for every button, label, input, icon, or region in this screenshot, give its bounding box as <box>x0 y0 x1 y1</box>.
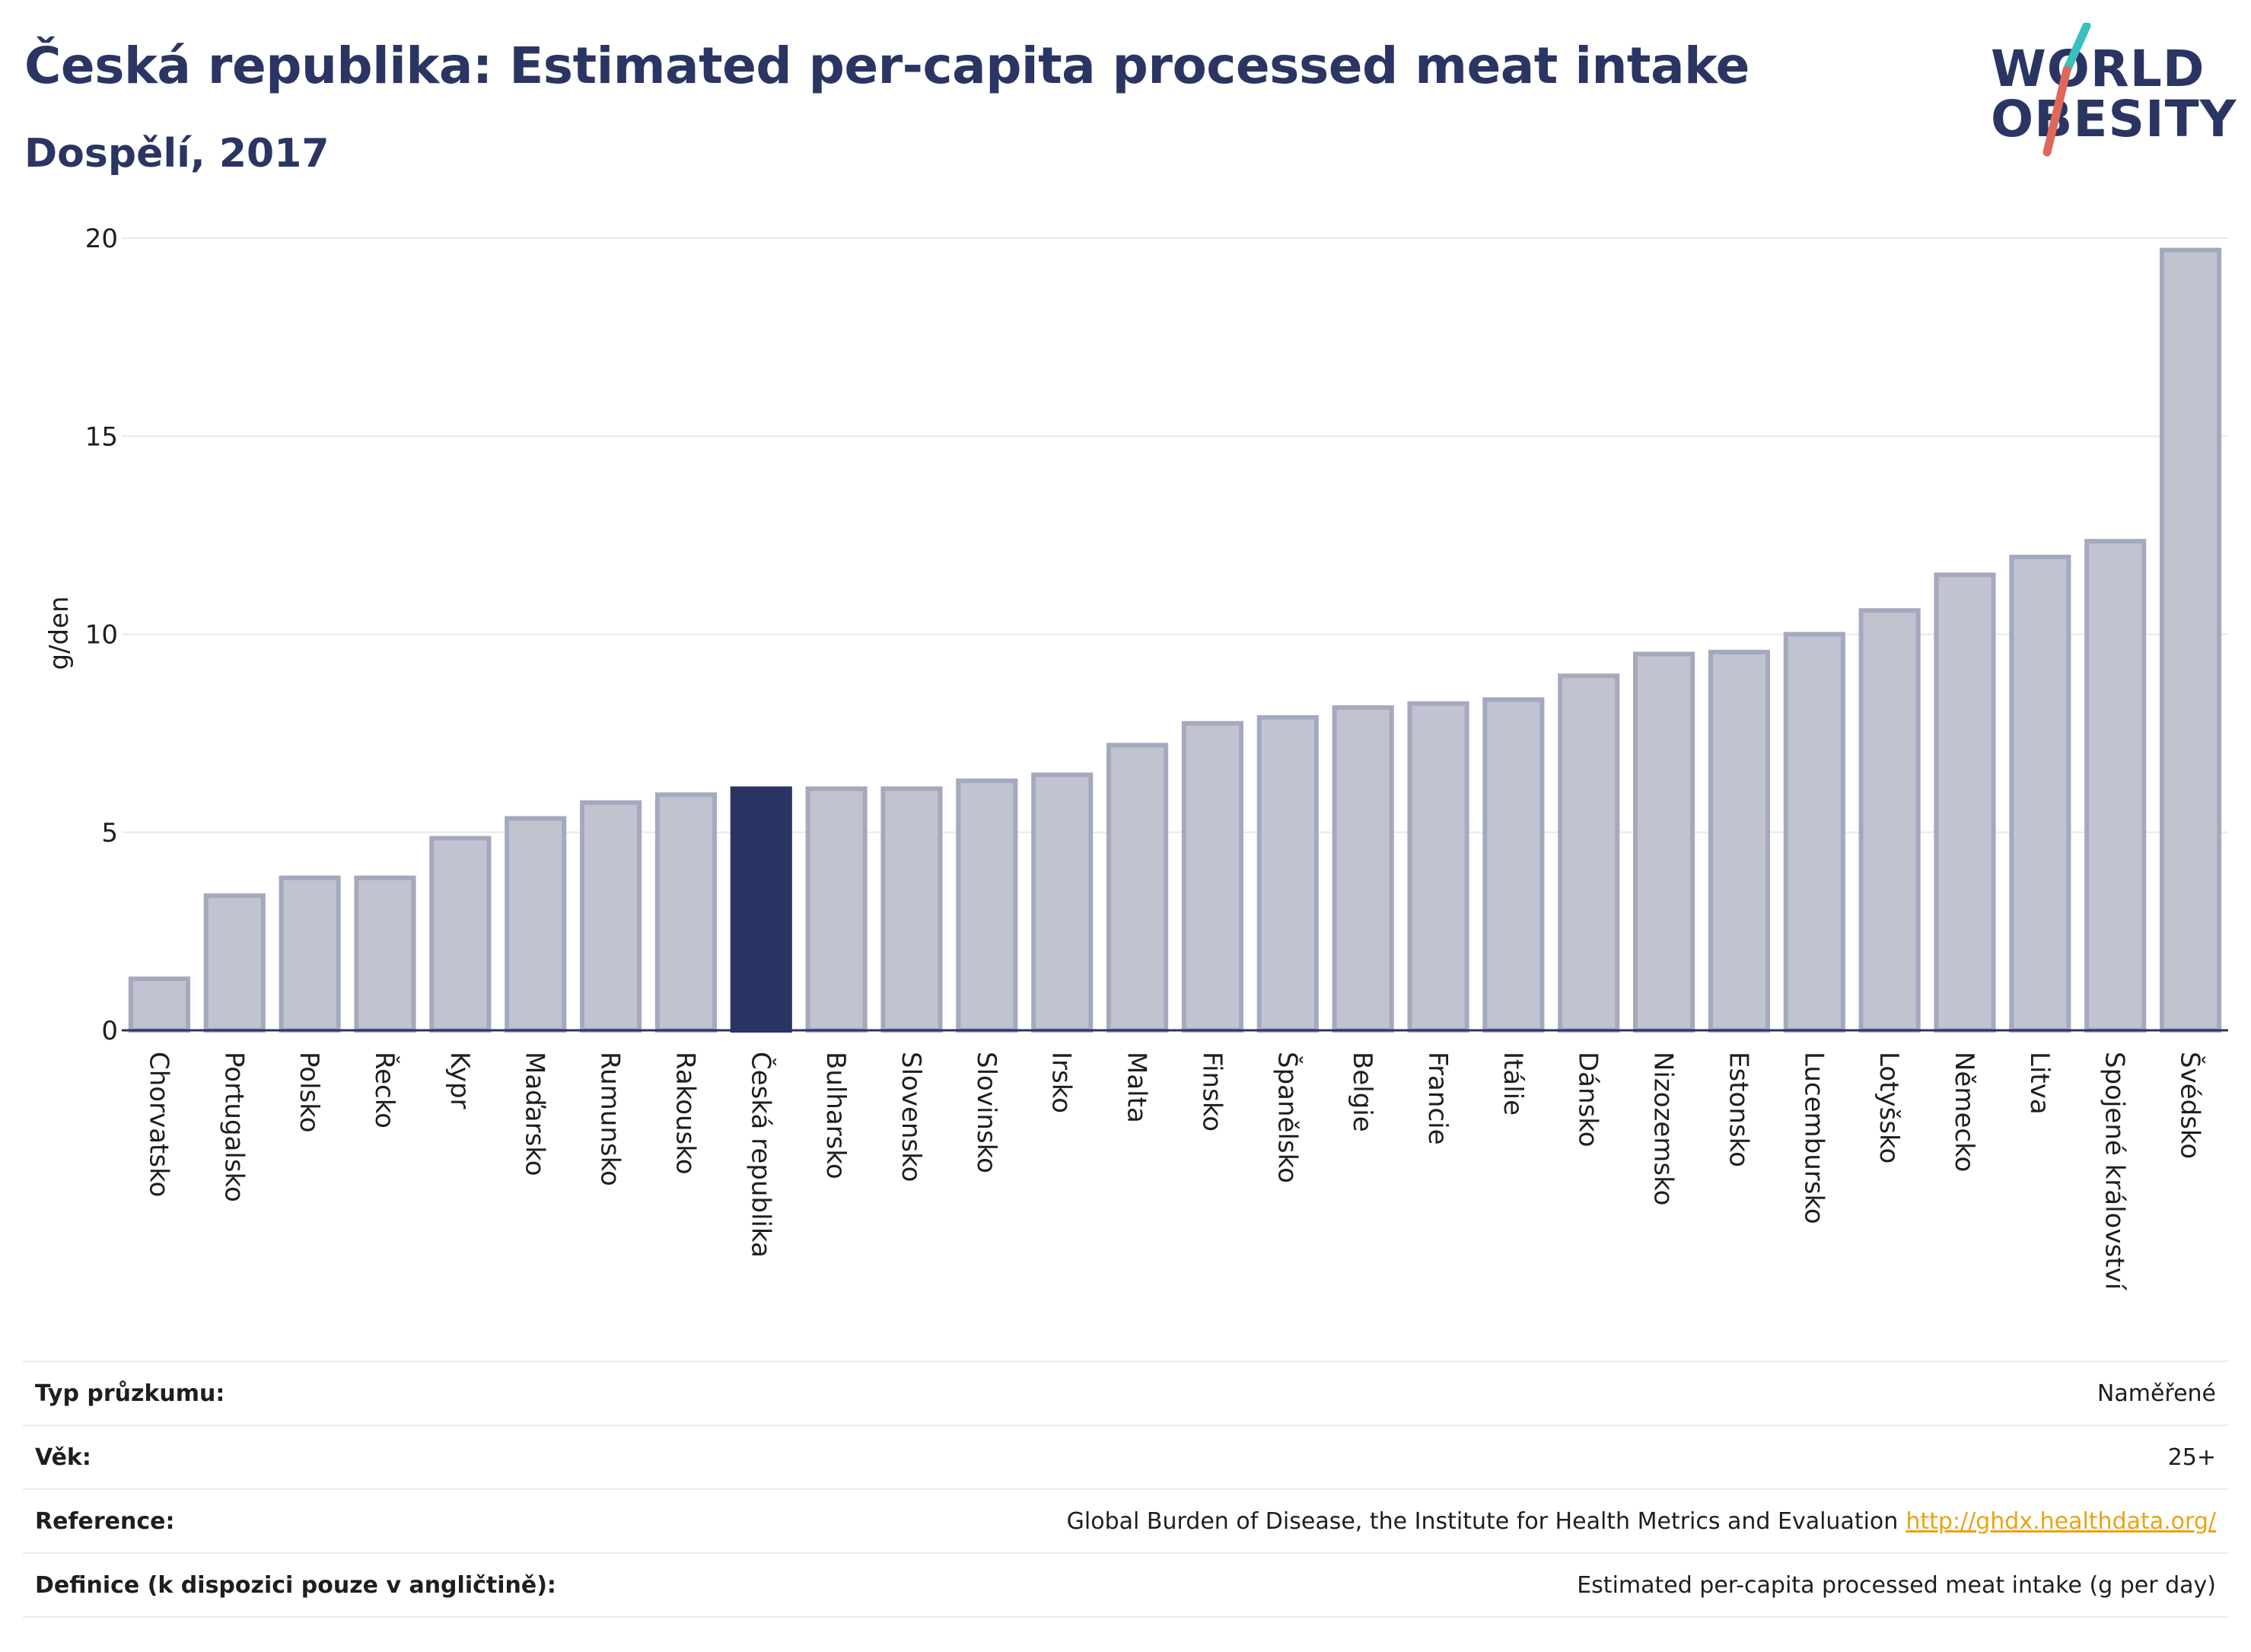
bar <box>1934 572 1996 1033</box>
x-tick-label: Lotyšsko <box>1874 1052 1904 1163</box>
x-tick-label: Spojené království <box>2100 1052 2130 1291</box>
page-subtitle: Dospělí, 2017 <box>24 131 330 177</box>
bar <box>2009 555 2071 1033</box>
bar <box>956 778 1018 1033</box>
bar <box>1708 649 1770 1033</box>
bar <box>1106 743 1169 1033</box>
bar <box>203 893 266 1033</box>
bar <box>505 816 567 1033</box>
bar-highlighted <box>730 786 792 1033</box>
info-row-age: Věk: 25+ <box>23 1424 2228 1488</box>
bar <box>128 976 190 1033</box>
info-key: Věk: <box>35 1444 91 1471</box>
bar <box>1482 697 1545 1033</box>
x-tick-label: Španělsko <box>1272 1052 1303 1183</box>
info-value: Global Burden of Disease, the Institute … <box>1067 1508 2228 1535</box>
x-tick-label: Malta <box>1122 1052 1152 1123</box>
info-value: Estimated per-capita processed meat inta… <box>1577 1571 2216 1599</box>
x-tick-label: Dánsko <box>1573 1052 1603 1147</box>
x-tick-label: Kypr <box>444 1052 475 1109</box>
x-tick-label: Rakousko <box>670 1052 700 1175</box>
bar <box>1783 632 1845 1033</box>
info-row-survey-type: Typ průzkumu: Naměřené <box>23 1361 2228 1424</box>
x-tick-label: Česká republika <box>745 1052 776 1258</box>
x-tick-label: Finsko <box>1196 1052 1227 1132</box>
info-value: Naměřené <box>2097 1380 2216 1407</box>
x-tick-label: Maďarsko <box>520 1052 550 1176</box>
x-tick-label: Německo <box>1949 1052 1979 1172</box>
x-tick-label: Rumunsko <box>595 1052 626 1186</box>
info-key: Typ průzkumu: <box>35 1380 225 1407</box>
x-tick-label: Slovensko <box>896 1052 926 1182</box>
world-obesity-logo[interactable]: WORLD OBESITY <box>1979 23 2236 160</box>
x-tick-label: Švédsko <box>2175 1052 2206 1159</box>
info-table: Typ průzkumu: Naměřené Věk: 25+ Referenc… <box>23 1361 2228 1618</box>
bar <box>1031 772 1094 1033</box>
x-tick-label: Litva <box>2024 1052 2055 1115</box>
y-tick-label: 15 <box>85 422 118 452</box>
x-tick-label: Nizozemsko <box>1648 1052 1679 1205</box>
bar <box>1181 721 1243 1033</box>
page-title: Česká republika: Estimated per-capita pr… <box>24 37 1750 95</box>
x-tick-label: Chorvatsko <box>143 1052 174 1197</box>
y-tick-label: 20 <box>85 224 118 254</box>
bar <box>1558 673 1620 1033</box>
info-value: 25+ <box>2167 1444 2216 1471</box>
bar <box>2160 247 2222 1033</box>
info-row-reference: Reference: Global Burden of Disease, the… <box>23 1488 2228 1552</box>
y-tick-label: 5 <box>101 818 118 848</box>
reference-text: Global Burden of Disease, the Institute … <box>1066 1507 1899 1535</box>
bar <box>1858 608 1921 1033</box>
info-key: Reference: <box>35 1507 175 1535</box>
bar <box>880 786 943 1033</box>
y-tick-label: 0 <box>101 1016 118 1046</box>
logo-slash-icon <box>2042 23 2091 157</box>
x-tick-label: Estonsko <box>1723 1052 1753 1167</box>
bar <box>1407 701 1469 1033</box>
x-tick-label: Irsko <box>1046 1052 1077 1113</box>
info-row-definition: Definice (k dispozici pouze v angličtině… <box>23 1552 2228 1618</box>
x-tick-label: Itálie <box>1498 1052 1528 1116</box>
bar <box>279 875 341 1033</box>
bar <box>805 786 868 1033</box>
reference-link[interactable]: http://ghdx.healthdata.org/ <box>1906 1507 2216 1535</box>
bar <box>429 836 492 1033</box>
x-tick-label: Bulharsko <box>820 1052 851 1179</box>
y-tick-label: 10 <box>85 620 118 651</box>
bar <box>1332 705 1394 1033</box>
x-tick-label: Polsko <box>294 1052 324 1133</box>
bar <box>654 792 717 1033</box>
bar-chart: 0 5 10 15 20 Chorvatsko Portugalsko Polsko Řecko… <box>85 224 2228 1291</box>
bar <box>580 800 642 1033</box>
logo-text-line2: OBESITY <box>1991 90 2237 148</box>
x-tick-label: Lucembursko <box>1798 1052 1829 1224</box>
info-key: Definice (k dispozici pouze v angličtině… <box>35 1571 556 1599</box>
bar <box>2084 539 2147 1033</box>
x-tick-label: Slovinsko <box>971 1052 1001 1173</box>
x-tick-label: Belgie <box>1347 1052 1377 1132</box>
bar <box>1256 715 1319 1033</box>
x-tick-label: Portugalsko <box>218 1052 249 1202</box>
logo-text-line1: WORLD <box>1991 40 2205 98</box>
x-tick-label: Řecko <box>369 1052 400 1128</box>
x-tick-label: Francie <box>1422 1052 1453 1145</box>
bar <box>354 875 416 1033</box>
bar <box>1633 651 1695 1033</box>
